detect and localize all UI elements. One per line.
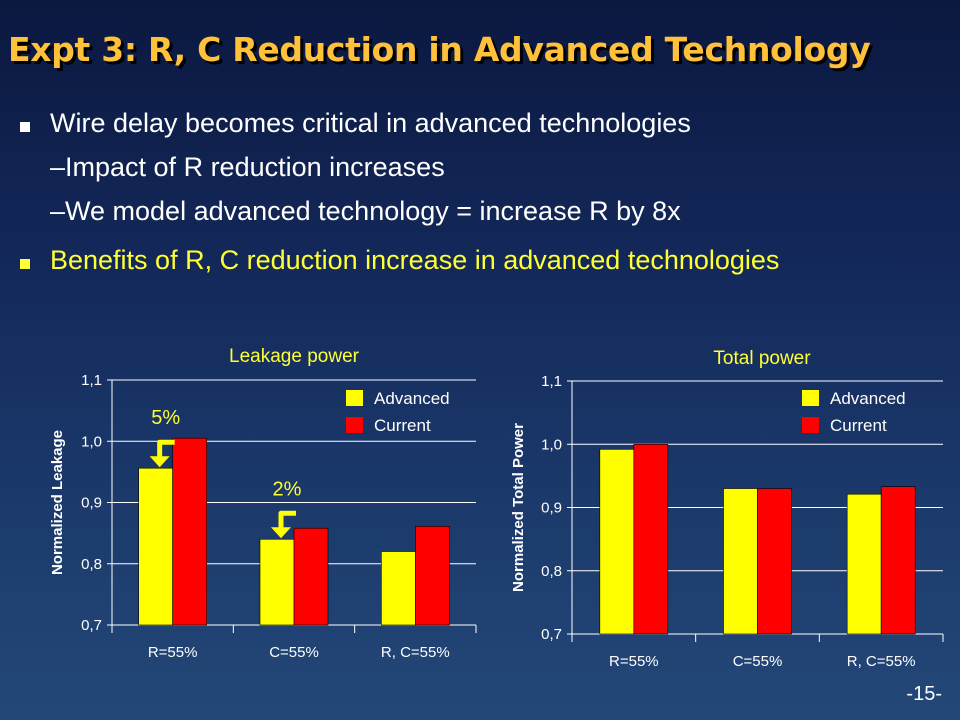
slide-title: Expt 3: R, C Reduction in Advanced Techn… — [8, 30, 871, 69]
arrow-head-icon — [149, 456, 170, 468]
legend-label: Advanced — [374, 389, 450, 408]
y-tick-label: 0,9 — [541, 500, 562, 517]
x-tick-label: R, C=55% — [847, 653, 916, 670]
legend-label: Current — [830, 416, 887, 435]
bar-advanced — [259, 538, 295, 626]
legend-swatch — [346, 417, 363, 433]
chart-title: Total power — [713, 348, 811, 369]
page-number: -15- — [906, 683, 942, 705]
bar-current — [293, 527, 329, 626]
bar-current — [415, 526, 450, 626]
y-tick-label: 1,1 — [541, 373, 562, 390]
bar-current — [757, 488, 792, 635]
bullet-item-2: Benefits of R, C reduction increase in a… — [50, 245, 780, 275]
legend-swatch — [802, 417, 819, 433]
annotation-arrow-icon — [157, 439, 175, 461]
sub-bullet-item-1: –Impact of R reduction increases — [50, 152, 445, 182]
legend-swatch — [346, 390, 363, 406]
x-tick-label: R=55% — [148, 644, 198, 661]
annotation-label: 5% — [151, 407, 180, 429]
annotation-label: 2% — [273, 478, 302, 500]
arrow-head-icon — [271, 527, 291, 539]
chart-title: Leakage power — [229, 346, 360, 367]
y-tick-label: 1,0 — [541, 436, 562, 453]
x-tick-label: C=55% — [269, 644, 319, 661]
y-tick-label: 1,0 — [81, 433, 102, 450]
bar-advanced — [599, 449, 635, 635]
bullet-list: Wire delay becomes critical in advanced … — [0, 0, 960, 300]
x-tick-label: C=55% — [733, 653, 783, 670]
y-tick-label: 1,1 — [81, 372, 102, 389]
sub-bullet-item-2: –We model advanced technology = increase… — [50, 196, 681, 226]
bar-current — [633, 443, 669, 635]
legend-label: Current — [374, 416, 431, 435]
legend-swatch — [802, 390, 819, 406]
y-tick-label: 0,7 — [541, 626, 562, 643]
x-tick-label: R=55% — [609, 653, 659, 670]
y-axis-label: Normalized Total Power — [510, 423, 527, 592]
bar-advanced — [723, 488, 758, 635]
x-tick-label: R, C=55% — [381, 644, 450, 661]
y-tick-label: 0,9 — [81, 495, 102, 512]
total-power-chart: Total power Normalized Total Power 0,7 0,8 0… — [510, 348, 944, 670]
leakage-power-chart: Leakage power Normalized Leakage 0,7 0,8 0,9… — [49, 346, 477, 661]
bullet-item-1: Wire delay becomes critical in advanced … — [50, 108, 691, 138]
y-axis-label: Normalized Leakage — [49, 430, 66, 575]
y-tick-label: 0,7 — [81, 617, 102, 634]
bullet-square-icon — [20, 259, 30, 269]
y-tick-label: 0,8 — [541, 563, 562, 580]
y-tick-label: 0,8 — [81, 556, 102, 573]
bar-advanced — [138, 467, 173, 626]
legend-label: Advanced — [830, 389, 906, 408]
annotation-arrow-icon — [278, 510, 296, 532]
bar-current — [172, 437, 207, 626]
bar-current — [880, 486, 916, 635]
bar-advanced — [846, 493, 882, 635]
bullet-square-icon — [20, 122, 30, 132]
bar-advanced — [381, 551, 416, 626]
